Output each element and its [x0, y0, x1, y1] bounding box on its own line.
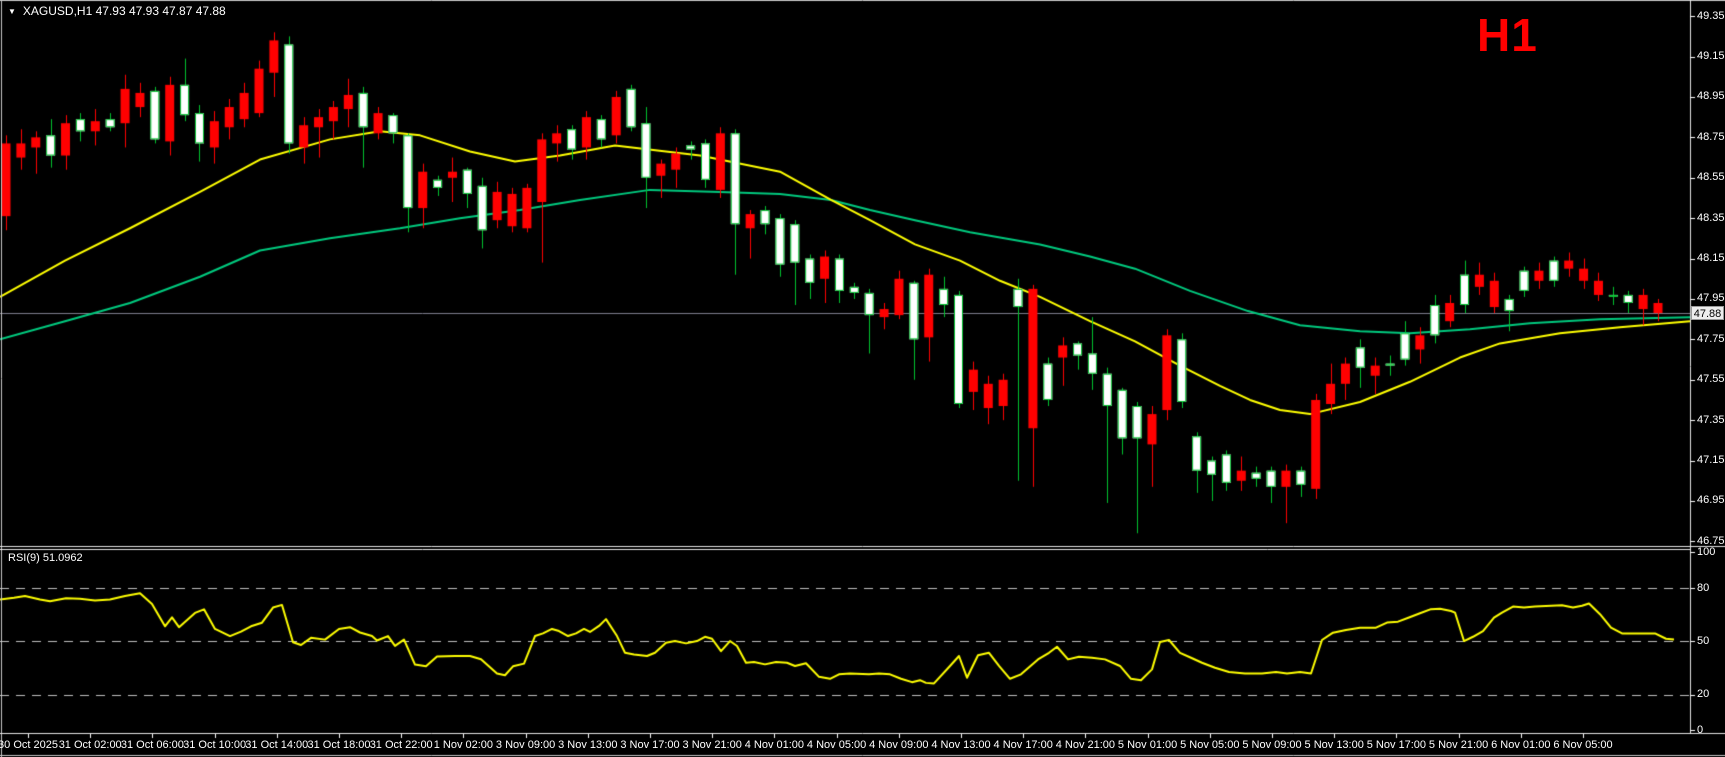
rsi-axis-label: 20	[1697, 688, 1710, 701]
time-axis-label: 4 Nov 01:00	[744, 739, 805, 751]
time-axis-label: 31 Oct 22:00	[369, 739, 433, 751]
time-axis-label: 5 Nov 09:00	[1242, 739, 1302, 751]
time-axis-label: 6 Nov 05:00	[1553, 739, 1613, 751]
price-axis-label: 48.35	[1697, 211, 1725, 224]
time-axis-label: 31 Oct 18:00	[307, 739, 371, 751]
time-axis-label: 3 Nov 21:00	[682, 739, 742, 751]
price-axis-label: 47.55	[1697, 373, 1725, 386]
time-axis-label: 3 Nov 09:00	[495, 739, 556, 751]
chevron-down-icon[interactable]: ▼	[8, 6, 16, 16]
rsi-indicator-label[interactable]: RSI(9) 51.0962	[8, 552, 83, 564]
price-axis-label: 49.35	[1697, 9, 1725, 22]
rsi-axis-label: 80	[1697, 581, 1710, 594]
price-axis-label: 46.75	[1697, 534, 1725, 547]
price-axis-label: 49.15	[1697, 50, 1725, 63]
price-axis-label: 47.15	[1697, 454, 1725, 467]
price-axis-label: 47.35	[1697, 413, 1725, 426]
time-axis-label: 4 Nov 17:00	[993, 739, 1053, 751]
symbol-ohlc-text: XAGUSD,H1 47.93 47.93 47.87 47.88	[22, 4, 226, 18]
price-axis-label: 46.95	[1697, 494, 1725, 507]
timeframe-watermark: H1	[1477, 9, 1538, 61]
time-axis-label: 4 Nov 09:00	[869, 739, 929, 751]
price-axis-label: 48.55	[1697, 171, 1725, 184]
time-axis-label: 1 Nov 02:00	[433, 739, 494, 751]
time-axis-label: 5 Nov 13:00	[1304, 739, 1364, 751]
price-axis-label: 48.95	[1697, 90, 1725, 103]
time-axis-label: 5 Nov 21:00	[1428, 739, 1489, 751]
current-price-badge: 47.88	[1691, 306, 1724, 321]
time-axis-label: 4 Nov 21:00	[1055, 739, 1116, 751]
time-axis-label: 30 Oct 2025	[0, 739, 58, 751]
time-axis-label: 5 Nov 05:00	[1180, 739, 1240, 751]
time-axis-label: 6 Nov 01:00	[1491, 739, 1551, 751]
price-axis-label: 48.75	[1697, 130, 1725, 143]
time-axis-label: 31 Oct 10:00	[183, 739, 247, 751]
time-axis-label: 5 Nov 01:00	[1117, 739, 1178, 751]
symbol-ohlc-bar[interactable]: ▼ XAGUSD,H1 47.93 47.93 47.87 47.88	[8, 4, 226, 18]
time-axis-label: 31 Oct 02:00	[58, 739, 122, 751]
price-axis-label: 47.95	[1697, 292, 1725, 305]
time-axis-label: 5 Nov 17:00	[1366, 739, 1427, 751]
time-axis-label: 4 Nov 13:00	[931, 739, 991, 751]
time-axis-label: 4 Nov 05:00	[806, 739, 867, 751]
time-axis-label: 3 Nov 13:00	[558, 739, 618, 751]
time-axis-label: 31 Oct 14:00	[245, 739, 309, 751]
time-axis-label: 3 Nov 17:00	[620, 739, 680, 751]
rsi-axis-label: 50	[1697, 634, 1710, 647]
price-axis-label: 47.75	[1697, 332, 1725, 345]
rsi-axis-label: 100	[1697, 545, 1716, 558]
rsi-axis-label: 0	[1697, 723, 1704, 736]
price-axis-label: 48.15	[1697, 252, 1725, 265]
time-axis-label: 31 Oct 06:00	[120, 739, 184, 751]
panel-splitter[interactable]	[0, 546, 1690, 551]
